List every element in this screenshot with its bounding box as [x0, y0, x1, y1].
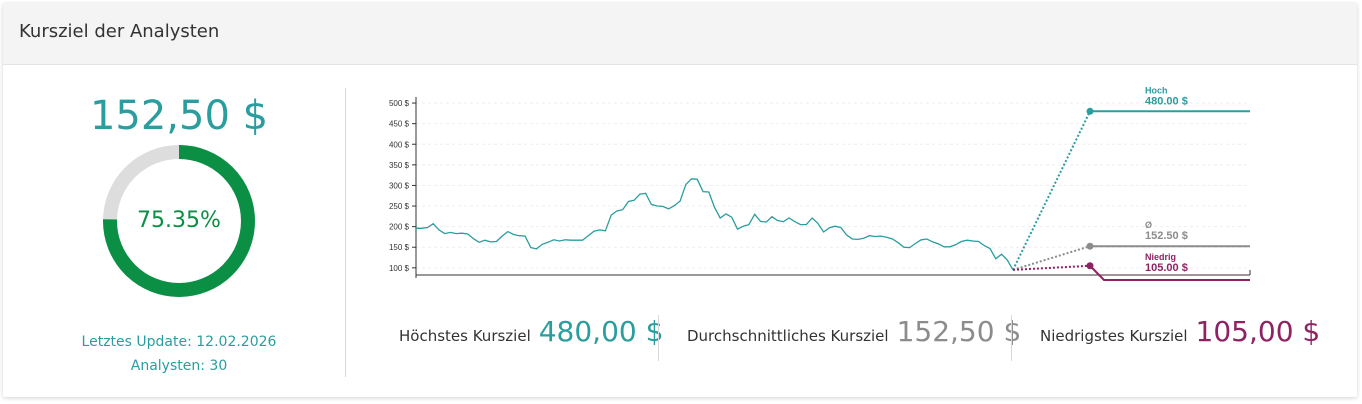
- target-level-line: [1089, 265, 1250, 281]
- target-value-label: 152.50 $: [1145, 230, 1188, 242]
- y-tick-label: 150 $: [389, 243, 410, 252]
- analyst-target-card: Kursziel der Analysten 152,50 $ 75.35% L…: [3, 3, 1357, 397]
- history-line: [416, 178, 1014, 271]
- percent-donut: [103, 145, 255, 297]
- summary-panel: 152,50 $ 75.35% Letztes Update: 12.02.20…: [3, 65, 346, 395]
- stat-low-label: Niedrigstes Kursziel: [1040, 327, 1188, 345]
- y-tick-label: 200 $: [389, 223, 410, 232]
- projection-1: [1012, 245, 1091, 271]
- stat-high-label: Höchstes Kursziel: [399, 327, 531, 345]
- stat-avg-label: Durchschnittliches Kursziel: [687, 327, 889, 345]
- average-price: 152,50 $: [89, 93, 269, 139]
- target-name-label: Hoch: [1145, 85, 1168, 95]
- projection-0: [1012, 110, 1091, 271]
- analyst-count: Analysten: 30: [130, 358, 228, 374]
- percent-label: 75.35%: [137, 208, 221, 233]
- stat-divider: [658, 315, 659, 361]
- last-update: Letztes Update: 12.02.2026: [81, 334, 277, 350]
- stat-avg: Durchschnittliches Kursziel 152,50 $: [687, 315, 1021, 361]
- stat-avg-value: 152,50 $: [896, 315, 1022, 348]
- stat-low: Niedrigstes Kursziel 105,00 $: [1040, 315, 1320, 361]
- y-tick-label: 500 $: [389, 99, 410, 108]
- y-tick-label: 100 $: [389, 264, 410, 273]
- stat-high-value: 480,00 $: [538, 315, 664, 348]
- target-value-label: 480.00 $: [1145, 95, 1188, 107]
- vertical-divider: [345, 88, 346, 377]
- donut-progress: [103, 145, 255, 297]
- target-value-label: 105.00 $: [1145, 262, 1188, 274]
- target-stats: Höchstes Kursziel 480,00 $ Durchschnittli…: [346, 315, 1357, 365]
- card-title: Kursziel der Analysten: [19, 21, 220, 42]
- projection-2: [1012, 264, 1091, 271]
- target-name-label: Ø: [1145, 220, 1152, 230]
- stat-low-value: 105,00 $: [1195, 315, 1321, 348]
- stat-divider: [1011, 315, 1012, 361]
- stat-high: Höchstes Kursziel 480,00 $: [399, 315, 663, 361]
- target-name-label: Niedrig: [1145, 252, 1176, 262]
- y-tick-label: 400 $: [389, 140, 410, 149]
- y-tick-label: 450 $: [389, 120, 410, 129]
- y-tick-label: 300 $: [389, 181, 410, 190]
- y-tick-label: 250 $: [389, 202, 410, 211]
- y-tick-label: 350 $: [389, 161, 410, 170]
- price-target-chart: 100 $ 150 $ 200 $ 250 $ 300 $ 350 $ 400 $ 450 $…: [389, 85, 1251, 281]
- card-header: Kursziel der Analysten: [3, 3, 1357, 65]
